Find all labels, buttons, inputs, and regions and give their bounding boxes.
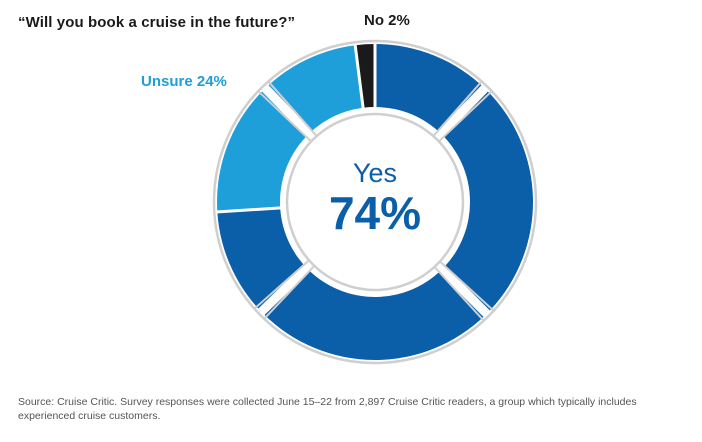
separator-gap [261,84,313,138]
source-note: Source: Cruise Critic. Survey responses … [18,396,637,422]
outer-ring [212,39,538,365]
separator-line [263,265,316,320]
donut-separators [216,43,495,322]
separator-line [253,259,310,310]
donut-rings [212,39,538,365]
label-unsure: Unsure 24% [141,73,227,90]
slice-no [355,44,375,108]
slice-boundary [216,206,282,214]
center-value: 74% [328,187,422,239]
separator-gap [438,265,491,318]
separator-line [267,80,318,137]
separator-gap [437,84,489,138]
inner-ring [285,112,465,292]
chart-title: “Will you book a cruise in the future?” [18,14,296,31]
slice-unsure [217,45,364,212]
separator-line [257,90,312,143]
label-no: No 2% [364,12,410,29]
separator-line [439,260,495,312]
center-label: Yes [352,158,398,188]
separator-line [438,90,493,143]
slice-boundary [353,44,365,109]
separator-gap [257,264,311,316]
separator-line [433,266,485,322]
separator-line [432,80,483,137]
